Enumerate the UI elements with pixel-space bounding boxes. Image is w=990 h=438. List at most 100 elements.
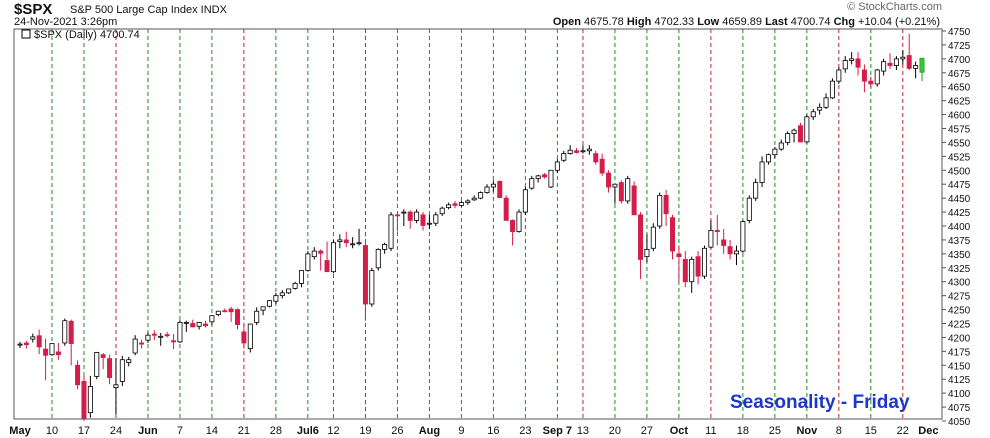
- candle-body: [548, 169, 554, 188]
- candle-body: [247, 323, 253, 349]
- candle-body: [382, 243, 388, 250]
- candle-body: [318, 250, 324, 254]
- x-tick-label: 25: [769, 425, 781, 437]
- last-value: 4700.74: [790, 16, 831, 28]
- x-tick-label: Dec: [918, 425, 938, 437]
- candle-body: [420, 214, 426, 226]
- candle-body: [433, 214, 439, 224]
- candle-body: [305, 253, 311, 271]
- x-tick-label: May: [9, 425, 31, 437]
- candle-body: [881, 61, 887, 72]
- candle-body: [177, 321, 183, 343]
- x-tick-label: 22: [897, 425, 909, 437]
- seasonality-annotation: Seasonality - Friday: [730, 392, 910, 413]
- high-label: High: [626, 16, 652, 28]
- y-tick-label: 4700: [948, 55, 971, 66]
- candle-body: [874, 69, 880, 85]
- legend-swatch-icon: [21, 29, 31, 39]
- candle-body: [484, 186, 490, 193]
- candle-body: [906, 55, 912, 69]
- y-tick-label: 4175: [948, 347, 971, 358]
- candle-body: [151, 333, 157, 336]
- candle-body: [823, 97, 829, 108]
- x-tick-label: 28: [270, 425, 282, 437]
- candle-body: [30, 336, 36, 340]
- x-tick-label: 8: [836, 425, 842, 437]
- legend-label: $SPX (Daily) 4700.74: [34, 29, 140, 41]
- candle-body: [164, 334, 170, 337]
- candle-body: [279, 292, 285, 297]
- candle-body: [631, 185, 637, 216]
- y-tick-label: 4575: [948, 125, 971, 136]
- candle-body: [612, 183, 618, 188]
- y-tick-label: 4625: [948, 97, 971, 108]
- open-label: Open: [552, 16, 581, 28]
- plot-frame: [13, 28, 943, 420]
- y-tick-label: 4050: [948, 417, 971, 428]
- candle-body: [701, 247, 707, 277]
- candle-body: [388, 214, 394, 249]
- candle-body: [266, 300, 272, 307]
- x-tick-label: Jun: [138, 425, 158, 437]
- y-tick-label: 4500: [948, 166, 971, 177]
- low-value: 4659.89: [722, 16, 763, 28]
- candle-body: [298, 270, 304, 284]
- ohlc-readout: Open 4675.78 High 4702.33 Low 4659.89 La…: [553, 16, 940, 28]
- candle-body: [126, 359, 132, 363]
- symbol: $SPX: [14, 1, 53, 18]
- x-tick-label: 14: [206, 425, 218, 437]
- candle-body: [644, 248, 650, 258]
- candle-body: [132, 338, 138, 354]
- x-tick-label: 23: [519, 425, 531, 437]
- candle-body: [350, 243, 356, 246]
- candle-body: [542, 174, 548, 178]
- candle-body: [330, 242, 336, 273]
- candle-body: [727, 246, 733, 255]
- candle-body: [107, 358, 113, 378]
- x-tick-label: 15: [865, 425, 877, 437]
- low-label: Low: [697, 16, 720, 28]
- candle-body: [196, 321, 202, 327]
- candle-body: [36, 335, 42, 348]
- candle-body: [145, 334, 151, 341]
- x-tick-label: 16: [487, 425, 499, 437]
- candle-body: [324, 260, 330, 273]
- candles: [17, 33, 925, 421]
- candle-body: [394, 214, 400, 217]
- y-tick-label: 4750: [948, 27, 971, 38]
- x-tick-label: 19: [359, 425, 371, 437]
- candle-body: [829, 80, 835, 99]
- candle-body: [746, 197, 752, 221]
- candle-body: [887, 62, 893, 66]
- x-tick-label: 24: [110, 425, 122, 437]
- candle-body: [215, 310, 221, 315]
- candle-body: [478, 192, 484, 199]
- candle-body: [439, 207, 445, 215]
- grid: [51, 29, 904, 419]
- candle-body: [586, 148, 592, 152]
- candle-body: [740, 221, 746, 252]
- x-tick-label: Nov: [796, 425, 818, 437]
- y-tick-label: 4675: [948, 69, 971, 80]
- candle-body: [657, 194, 663, 227]
- y-tick-label: 4350: [948, 250, 971, 261]
- y-tick-label: 4275: [948, 292, 971, 303]
- x-tick-label: Jul6: [297, 425, 319, 437]
- candle-body: [836, 69, 842, 82]
- candle-body: [68, 320, 74, 344]
- candle-body: [49, 343, 55, 356]
- candle-body: [171, 340, 177, 343]
- x-tick-label: Aug: [419, 425, 440, 437]
- candle-body: [113, 384, 119, 388]
- y-tick-label: 4600: [948, 111, 971, 122]
- candle-body: [778, 142, 784, 150]
- candle-body: [510, 220, 516, 232]
- candle-body: [682, 259, 688, 283]
- candle-body: [516, 211, 522, 232]
- candle-body: [919, 57, 925, 73]
- candle-body: [797, 125, 803, 143]
- candle-body: [337, 239, 343, 243]
- y-tick-label: 4525: [948, 152, 971, 163]
- candle-body: [414, 211, 420, 221]
